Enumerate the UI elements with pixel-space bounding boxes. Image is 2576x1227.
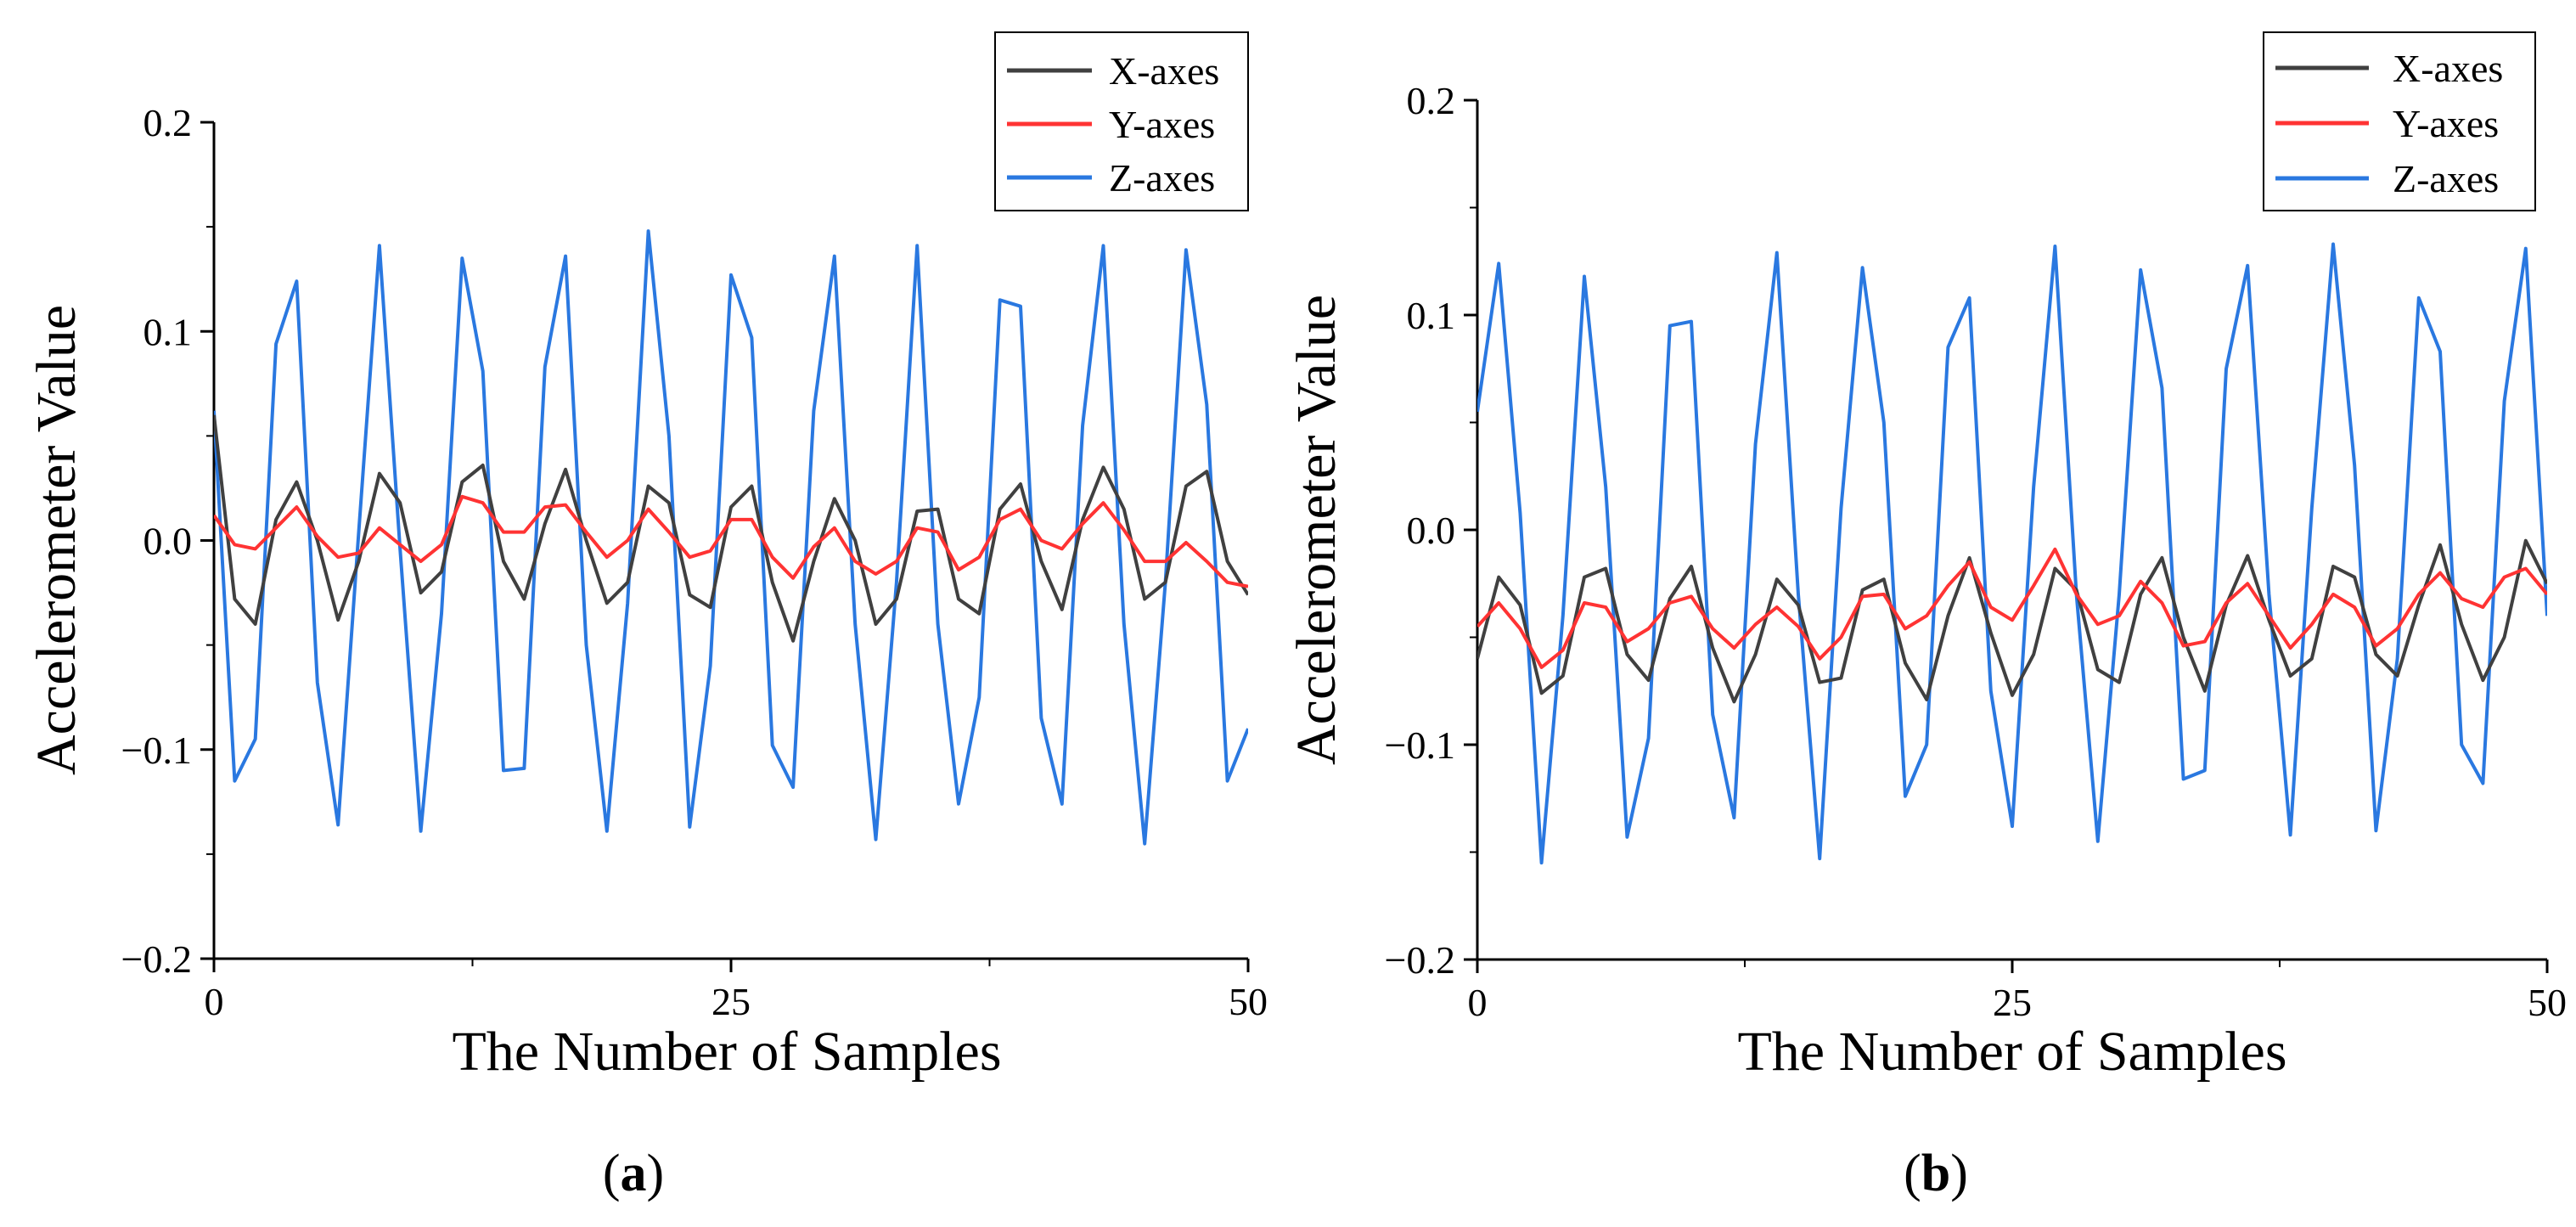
y-tick-label-a: 0.2 <box>143 101 193 144</box>
y-tick-label-a: −0.2 <box>121 937 192 981</box>
legend-b: X-axes Y-axes Z-axes <box>2263 31 2536 211</box>
y-tick-label-a: 0.0 <box>143 520 193 563</box>
legend-label-y-axes-a: Y-axes <box>1109 103 1215 146</box>
y-tick-label-b: 0.0 <box>1407 509 1456 552</box>
legend-label-y-axes-b: Y-axes <box>2393 102 2499 145</box>
y-tick-label-b: −0.2 <box>1385 938 1455 982</box>
x-tick-label-b: 25 <box>1993 981 2032 1024</box>
legend-box-a <box>994 31 1249 211</box>
panel-label-a: (a) <box>603 1145 664 1202</box>
y-tick-label-b: −0.1 <box>1385 723 1455 767</box>
chart-panel-b: −0.2 −0.1 0.0 0.1 0.2 0 25 50 Accelerometer Val… <box>1285 31 2567 1202</box>
y-axis-title-b: Accelerometer Value <box>1285 295 1347 765</box>
x-tick-label-b: 50 <box>2528 981 2567 1024</box>
axes-b: −0.2 −0.1 0.0 0.1 0.2 0 25 50 <box>1385 79 2567 1024</box>
x-tick-label-a: 25 <box>711 980 751 1023</box>
y-axis-title-a: Accelerometer Value <box>25 305 87 775</box>
y-tick-label-b: 0.1 <box>1407 294 1456 337</box>
legend-label-x-axes-a: X-axes <box>1109 49 1219 93</box>
series-line-z-axes-b <box>1477 242 2547 865</box>
series-line-x-axes-b <box>1477 538 2547 704</box>
series-line-x-axes-a <box>214 414 1248 643</box>
x-axis-title-a: The Number of Samples <box>452 1021 1001 1083</box>
y-tick-label-a: −0.1 <box>121 729 192 772</box>
legend-label-z-axes-a: Z-axes <box>1109 156 1215 200</box>
legend-label-x-axes-b: X-axes <box>2393 47 2503 90</box>
x-tick-label-a: 0 <box>205 980 224 1023</box>
y-tick-label-b: 0.2 <box>1407 79 1456 122</box>
series-lines-a <box>214 229 1248 846</box>
series-line-y-axes-a <box>214 494 1248 588</box>
series-line-y-axes-b <box>1477 547 2547 669</box>
chart-panel-a: −0.2 −0.1 0.0 0.1 0.2 0 25 50 Accelerometer Val… <box>25 31 1268 1202</box>
x-tick-label-a: 50 <box>1229 980 1268 1023</box>
legend-a: X-axes Y-axes Z-axes <box>994 31 1249 211</box>
axes-a: −0.2 −0.1 0.0 0.1 0.2 0 25 50 <box>121 101 1268 1023</box>
x-tick-label-b: 0 <box>1468 981 1488 1024</box>
legend-label-z-axes-b: Z-axes <box>2393 157 2499 200</box>
series-line-z-axes-a <box>214 229 1248 846</box>
panel-label-b: (b) <box>1904 1145 1968 1202</box>
y-tick-label-a: 0.1 <box>143 310 193 353</box>
series-lines-b <box>1477 242 2547 865</box>
x-axis-title-b: The Number of Samples <box>1737 1021 2286 1083</box>
